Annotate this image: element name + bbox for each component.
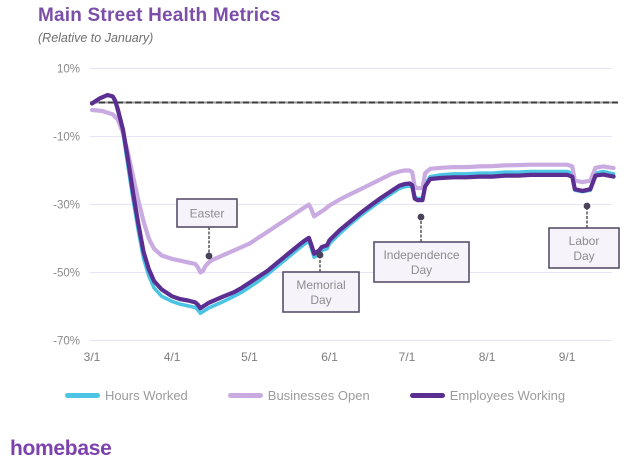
annotation-box xyxy=(176,198,238,228)
chart-title: Main Street Health Metrics xyxy=(38,5,281,26)
annotation-label: Day xyxy=(573,249,594,263)
x-axis-tick-label: 7/1 xyxy=(399,350,416,364)
y-axis-tick-label: 10% xyxy=(57,64,80,76)
y-axis-tick-label: -70% xyxy=(53,336,80,348)
x-axis-tick-label: 8/1 xyxy=(479,350,496,364)
annotation-dot xyxy=(316,251,324,259)
annotation-label: Independence xyxy=(383,248,459,262)
legend-item-businesses-open: Businesses Open xyxy=(227,388,370,403)
annotation-label: Day xyxy=(310,293,331,307)
legend-label: Employees Working xyxy=(449,388,566,403)
y-axis-tick-label: -50% xyxy=(53,268,80,280)
annotation-easter: Easter xyxy=(176,198,238,260)
chart-subtitle: (Relative to January) xyxy=(38,31,154,45)
legend-item-employees-working: Employees Working xyxy=(409,388,566,403)
legend-swatch-businesses-open xyxy=(227,393,263,398)
annotation-label: Day xyxy=(411,263,432,277)
legend-item-hours-worked: Hours Worked xyxy=(64,388,188,403)
annotation-dot xyxy=(205,252,213,260)
x-axis-tick-label: 6/1 xyxy=(321,350,338,364)
annotation-box xyxy=(548,227,620,269)
y-axis-tick-label: -30% xyxy=(53,200,80,212)
annotation-label: Memorial xyxy=(296,278,345,292)
annotation-box xyxy=(373,241,470,283)
line-chart: 10% -10% -30% -50% -70% 3/1 4/1 5/1 6/1 7/1 8/1 9/1… xyxy=(53,64,620,364)
legend-swatch-hours-worked xyxy=(64,393,100,398)
homebase-logo: homebase xyxy=(10,437,112,460)
annotation-label: Labor xyxy=(569,234,600,248)
legend-label: Businesses Open xyxy=(267,388,370,403)
y-axis-tick-label: -10% xyxy=(53,132,80,144)
x-axis-tick-label: 4/1 xyxy=(164,350,181,364)
chart-legend: Hours Worked Businesses Open Employees Wor… xyxy=(0,388,630,403)
annotation-dot xyxy=(583,202,591,210)
x-axis-tick-label: 5/1 xyxy=(241,350,258,364)
series-line-businesses-open xyxy=(89,107,616,275)
annotation-label: Easter xyxy=(190,207,225,221)
x-axis-tick-label: 3/1 xyxy=(84,350,101,364)
annotation-box xyxy=(282,271,360,313)
legend-label: Hours Worked xyxy=(104,388,188,403)
annotation-dot xyxy=(417,213,425,221)
x-axis-tick-label: 9/1 xyxy=(559,350,576,364)
series-line-employees-working xyxy=(89,92,616,311)
legend-swatch-employees-working xyxy=(409,393,445,398)
